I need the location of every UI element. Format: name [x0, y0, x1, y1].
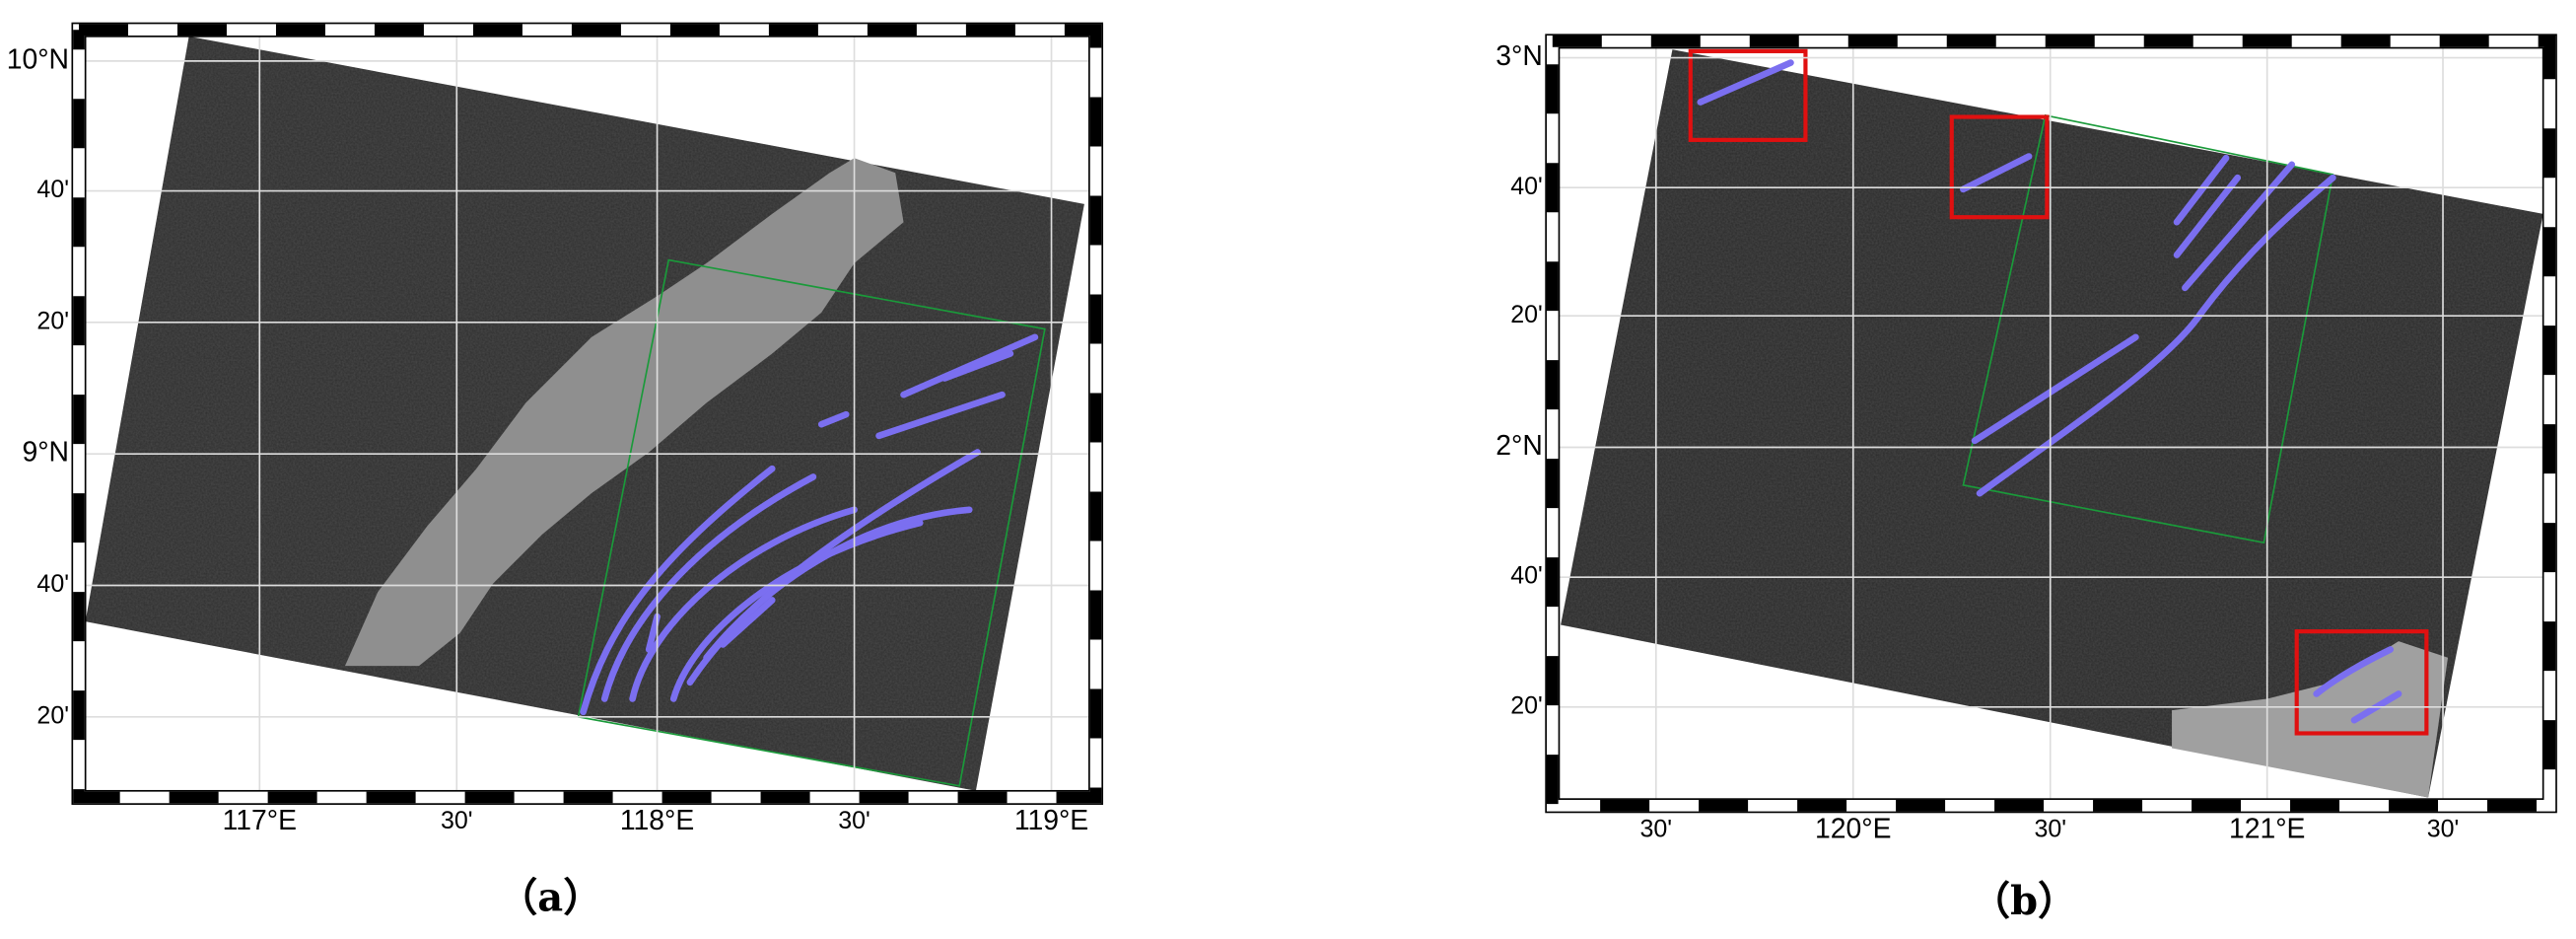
- frame-checker: [73, 24, 1102, 804]
- lon-label: 30': [441, 807, 473, 834]
- lat-label: 40': [1510, 562, 1543, 590]
- lat-label: 20': [1510, 691, 1543, 719]
- green-box: [1962, 113, 2334, 544]
- lat-label: 40': [1510, 173, 1543, 200]
- lon-label: 119°E: [1014, 805, 1088, 836]
- lon-label: 30': [1640, 815, 1673, 842]
- lon-label: 30': [2034, 815, 2066, 842]
- caption: （a）: [498, 874, 602, 920]
- highlight-box: [1949, 114, 2050, 220]
- highlight-box: [2294, 629, 2429, 736]
- frame-inner: [1558, 46, 2544, 800]
- sar-texture: [1561, 49, 2543, 798]
- lon-label: 117°E: [223, 805, 297, 836]
- lat-label: 40': [36, 570, 69, 598]
- lon-label: 30': [2427, 815, 2460, 842]
- lat-label: 3°N: [1496, 40, 1543, 72]
- lon-label: 118°E: [620, 805, 694, 836]
- caption: （b）: [1971, 878, 2077, 924]
- green-box: [577, 258, 1046, 787]
- lat-label: 10°N: [7, 43, 69, 75]
- lon-label: 120°E: [1815, 813, 1891, 844]
- lon-label: 121°E: [2229, 813, 2305, 844]
- island: [344, 158, 904, 667]
- frame-outline: [71, 22, 1104, 805]
- lat-label: 20': [36, 701, 69, 729]
- lat-label: 2°N: [1496, 430, 1543, 462]
- lat-label: 9°N: [22, 437, 69, 469]
- frame-inner: [84, 36, 1090, 792]
- highlight-box: [1688, 48, 1808, 142]
- lat-label: 40': [36, 176, 69, 203]
- frame-outline: [1545, 34, 2557, 814]
- land: [2172, 641, 2449, 798]
- frame: [1546, 35, 2557, 813]
- slicks: [580, 333, 1039, 716]
- panel-b: 3°N 40' 20' 2°N 40' 20' 30' 120°E 30' 121°E 30' （b）: [1496, 34, 2557, 924]
- panel-a: 10°N 40' 20' 9°N 40' 20' 117°E 30' 118°E 30' 119°E…: [7, 22, 1104, 920]
- highlight-boxes: [1688, 48, 2429, 736]
- lon-label: 30': [838, 807, 870, 834]
- lat-label: 20': [1510, 301, 1543, 328]
- lat-label: 20': [36, 307, 69, 334]
